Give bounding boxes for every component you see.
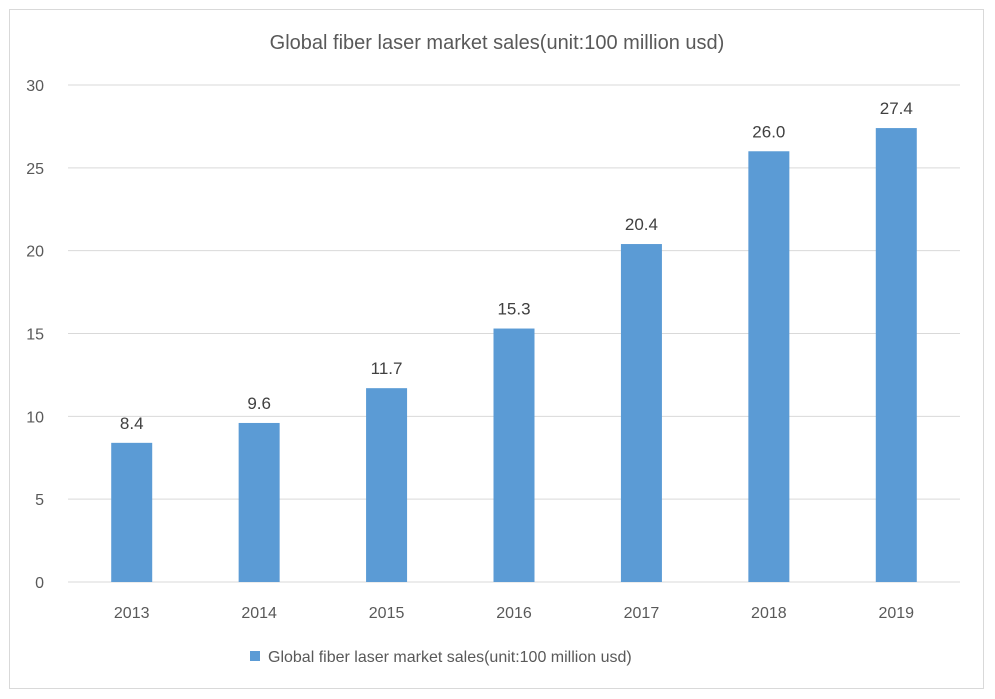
chart-title: Global fiber laser market sales(unit:100…: [270, 32, 725, 54]
data-label-2014: 9.6: [247, 394, 271, 413]
data-label-2013: 8.4: [120, 414, 144, 433]
y-tick-label: 0: [35, 575, 44, 592]
legend: Global fiber laser market sales(unit:100…: [250, 649, 632, 666]
bar-2018: [748, 151, 790, 582]
x-tick-label-2018: 2018: [751, 605, 787, 622]
y-axis-ticks: 0 5 10 15 20 25 30: [26, 78, 44, 592]
data-label-2019: 27.4: [880, 99, 913, 118]
data-label-2015: 11.7: [371, 359, 403, 378]
data-labels: 8.4 9.6 11.7 15.3 20.4 26.0 27.4: [120, 99, 913, 433]
y-tick-label: 25: [26, 161, 44, 178]
bar-2015: [366, 388, 408, 582]
x-tick-label-2014: 2014: [241, 605, 277, 622]
data-label-2016: 15.3: [497, 300, 530, 319]
bar-2019: [875, 128, 917, 582]
bar-2017: [620, 244, 662, 583]
bar-2016: [493, 328, 535, 582]
y-tick-label: 5: [35, 492, 44, 509]
x-tick-label-2015: 2015: [369, 605, 405, 622]
data-label-2018: 26.0: [752, 122, 785, 141]
data-label-2017: 20.4: [625, 215, 658, 234]
x-tick-label-2016: 2016: [496, 605, 532, 622]
y-tick-label: 10: [26, 409, 44, 426]
x-tick-label-2013: 2013: [114, 605, 150, 622]
bar-2014: [238, 422, 280, 582]
bars: [111, 128, 917, 583]
legend-swatch: [250, 651, 260, 661]
y-tick-label: 20: [26, 244, 44, 261]
x-tick-label-2019: 2019: [878, 605, 914, 622]
x-tick-label-2017: 2017: [624, 605, 660, 622]
legend-label: Global fiber laser market sales(unit:100…: [268, 649, 632, 666]
y-tick-label: 15: [26, 327, 44, 344]
bar-2013: [111, 442, 153, 582]
y-tick-label: 30: [26, 78, 44, 95]
x-axis-ticks: 2013 2014 2015 2016 2017 2018 2019: [114, 605, 914, 622]
gridlines: [68, 84, 960, 500]
